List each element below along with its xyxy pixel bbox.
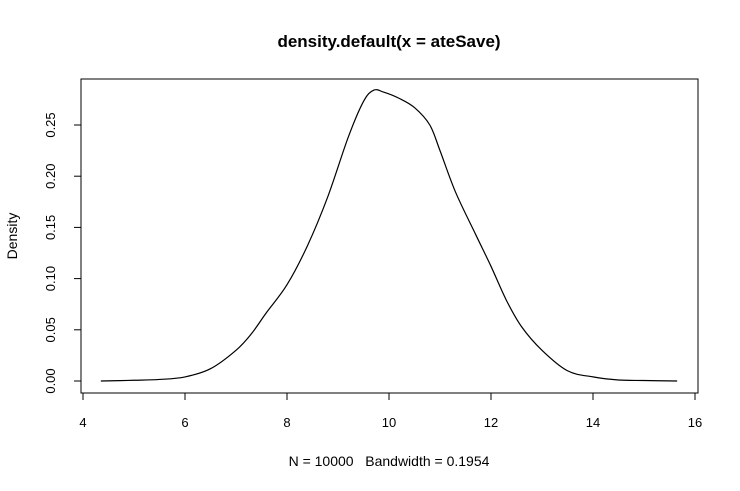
y-axis-label: Density: [4, 213, 20, 260]
chart-title: density.default(x = ateSave): [277, 32, 500, 51]
x-tick-label: 8: [283, 415, 290, 430]
x-tick-label: 6: [181, 415, 188, 430]
y-tick-label: 0.20: [43, 164, 58, 189]
density-curve: [100, 89, 678, 382]
x-tick-label: 16: [688, 415, 702, 430]
y-tick-label: 0.05: [43, 317, 58, 342]
y-axis: 0.00 0.05 0.10 0.15 0.20 0.25: [43, 112, 82, 394]
x-tick-label: 12: [484, 415, 498, 430]
y-tick-label: 0.15: [43, 215, 58, 240]
x-tick-label: 4: [79, 415, 86, 430]
y-tick-label: 0.10: [43, 266, 58, 291]
x-axis-label: N = 10000 Bandwidth = 0.1954: [289, 453, 490, 469]
x-tick-label: 14: [586, 415, 600, 430]
plot-frame: [80, 78, 699, 394]
y-tick-label: 0.00: [43, 368, 58, 393]
x-tick-label: 10: [382, 415, 396, 430]
x-axis: 4 6 8 10 12 14 16: [79, 392, 702, 430]
y-tick-label: 0.25: [43, 112, 58, 137]
